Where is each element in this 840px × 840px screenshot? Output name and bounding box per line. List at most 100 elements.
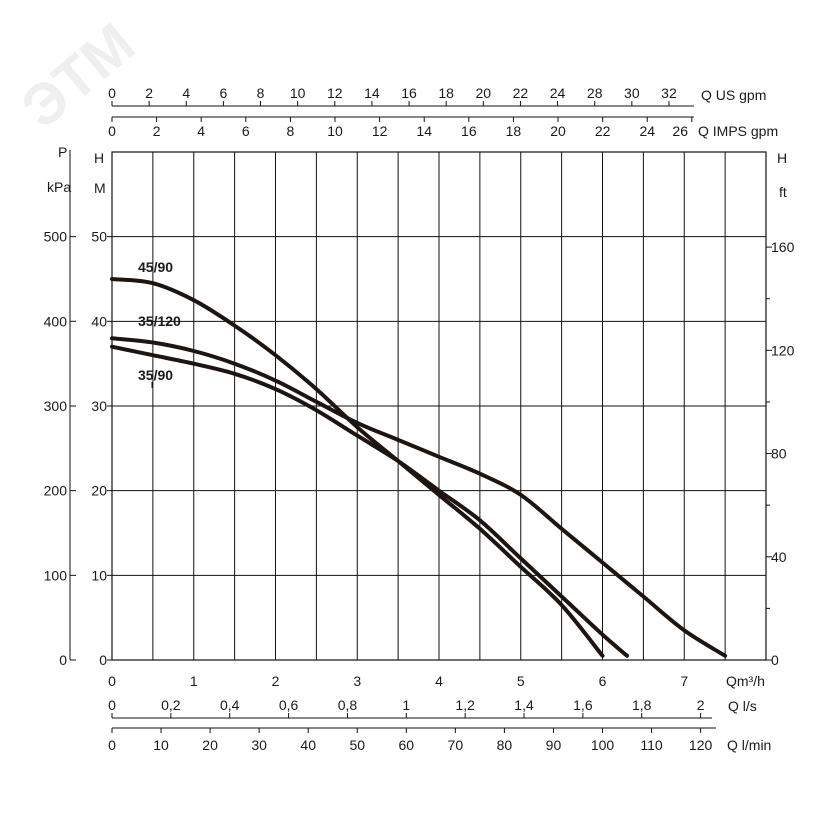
lmin-tick-label: 40 xyxy=(300,737,316,753)
watermark-logo: ЭТМ xyxy=(9,11,147,141)
imps-gpm-tick-label: 18 xyxy=(506,123,522,139)
us-gpm-tick-label: 20 xyxy=(476,85,492,101)
curve-label: 45/90 xyxy=(138,259,173,275)
imps-gpm-tick-label: 10 xyxy=(327,123,343,139)
lmin-tick-label: 30 xyxy=(251,737,267,753)
imps-gpm-tick-label: 4 xyxy=(197,123,205,139)
us-gpm-tick-label: 0 xyxy=(108,85,116,101)
ft-axis-unit: ft xyxy=(779,184,787,200)
ls-tick-label: 0,8 xyxy=(338,697,358,713)
imps-gpm-tick-label: 24 xyxy=(639,123,655,139)
ls-tick-label: 0,4 xyxy=(220,697,240,713)
ls-axis-label: Q l/s xyxy=(728,698,757,714)
imps-gpm-axis-label: Q IMPS gpm xyxy=(698,123,778,139)
p-tick-label: 0 xyxy=(59,652,67,668)
ft-tick-label: 0 xyxy=(771,652,779,668)
imps-gpm-tick-label: 0 xyxy=(108,123,116,139)
us-gpm-tick-label: 18 xyxy=(438,85,454,101)
imps-gpm-tick-label: 2 xyxy=(153,123,161,139)
lmin-tick-label: 120 xyxy=(689,737,713,753)
p-tick-label: 500 xyxy=(44,229,68,245)
m3h-tick-label: 0 xyxy=(108,673,116,689)
ls-tick-label: 0,6 xyxy=(279,697,299,713)
ls-tick-label: 0,2 xyxy=(161,697,181,713)
m3h-axis-label: Qm³/h xyxy=(726,673,765,689)
imps-gpm-tick-label: 26 xyxy=(672,123,688,139)
us-gpm-tick-label: 22 xyxy=(513,85,529,101)
lmin-tick-label: 80 xyxy=(497,737,513,753)
watermark-text: ЭТМ xyxy=(9,11,147,141)
ls-tick-label: 2 xyxy=(697,697,705,713)
lmin-tick-label: 70 xyxy=(448,737,464,753)
curve-label: 35/90 xyxy=(138,367,173,383)
curve-35-120 xyxy=(110,336,728,658)
m3h-tick-label: 5 xyxy=(517,673,525,689)
us-gpm-tick-label: 8 xyxy=(257,85,265,101)
lmin-axis-label: Q l/min xyxy=(727,737,771,753)
lmin-tick-label: 50 xyxy=(349,737,365,753)
h-tick-label: 50 xyxy=(91,229,107,245)
ft-axis-title: H xyxy=(777,150,787,166)
p-axis-title: P xyxy=(58,144,67,160)
lmin-tick-label: 10 xyxy=(153,737,169,753)
plot-grid xyxy=(112,152,766,660)
p-tick-label: 400 xyxy=(44,313,68,329)
us-gpm-tick-label: 4 xyxy=(182,85,190,101)
imps-gpm-tick-label: 8 xyxy=(287,123,295,139)
ls-tick-label: 1,6 xyxy=(573,697,593,713)
ls-tick-label: 1,8 xyxy=(632,697,652,713)
us-gpm-tick-label: 30 xyxy=(624,85,640,101)
m3h-tick-label: 4 xyxy=(435,673,443,689)
ft-tick-label: 40 xyxy=(771,549,787,565)
ls-tick-label: 1,4 xyxy=(514,697,534,713)
us-gpm-tick-label: 32 xyxy=(661,85,677,101)
us-gpm-tick-label: 24 xyxy=(550,85,566,101)
ls-tick-label: 1 xyxy=(402,697,410,713)
m3h-tick-label: 7 xyxy=(680,673,688,689)
us-gpm-axis-label: Q US gpm xyxy=(701,87,766,103)
lmin-tick-label: 100 xyxy=(591,737,615,753)
m3h-tick-label: 1 xyxy=(190,673,198,689)
imps-gpm-tick-label: 22 xyxy=(595,123,611,139)
m3h-tick-label: 6 xyxy=(599,673,607,689)
us-gpm-tick-label: 14 xyxy=(364,85,380,101)
p-axis-unit: kPa xyxy=(47,179,71,195)
imps-gpm-tick-label: 6 xyxy=(242,123,250,139)
ft-tick-label: 160 xyxy=(771,239,795,255)
us-gpm-tick-label: 12 xyxy=(327,85,343,101)
ft-tick-label: 80 xyxy=(771,446,787,462)
h-axis-unit: M xyxy=(94,180,106,196)
us-gpm-tick-label: 16 xyxy=(401,85,417,101)
curve-45-90 xyxy=(110,277,605,658)
h-tick-label: 20 xyxy=(91,483,107,499)
ls-tick-label: 1,2 xyxy=(455,697,475,713)
imps-gpm-tick-label: 20 xyxy=(550,123,566,139)
ls-tick-label: 0 xyxy=(108,697,116,713)
p-tick-label: 200 xyxy=(44,483,68,499)
h-tick-label: 40 xyxy=(91,313,107,329)
p-tick-label: 100 xyxy=(44,567,68,583)
h-axis-title: H xyxy=(94,150,104,166)
h-tick-label: 0 xyxy=(99,652,107,668)
h-tick-label: 10 xyxy=(91,567,107,583)
lmin-tick-label: 60 xyxy=(399,737,415,753)
curve-35-90 xyxy=(110,344,629,658)
pump-curves: 45/90 35/120 35/90 xyxy=(110,259,728,658)
imps-gpm-tick-label: 14 xyxy=(416,123,432,139)
imps-gpm-tick-label: 16 xyxy=(461,123,477,139)
lmin-tick-label: 20 xyxy=(202,737,218,753)
h-tick-label: 30 xyxy=(91,398,107,414)
m3h-tick-label: 2 xyxy=(272,673,280,689)
m3h-tick-label: 3 xyxy=(353,673,361,689)
imps-gpm-tick-label: 12 xyxy=(372,123,388,139)
us-gpm-tick-label: 6 xyxy=(219,85,227,101)
lmin-tick-label: 90 xyxy=(546,737,562,753)
us-gpm-tick-label: 28 xyxy=(587,85,603,101)
us-gpm-tick-label: 2 xyxy=(145,85,153,101)
ft-tick-label: 120 xyxy=(771,342,795,358)
p-tick-label: 300 xyxy=(44,398,68,414)
lmin-tick-label: 110 xyxy=(640,737,663,753)
curve-label: 35/120 xyxy=(138,313,181,329)
